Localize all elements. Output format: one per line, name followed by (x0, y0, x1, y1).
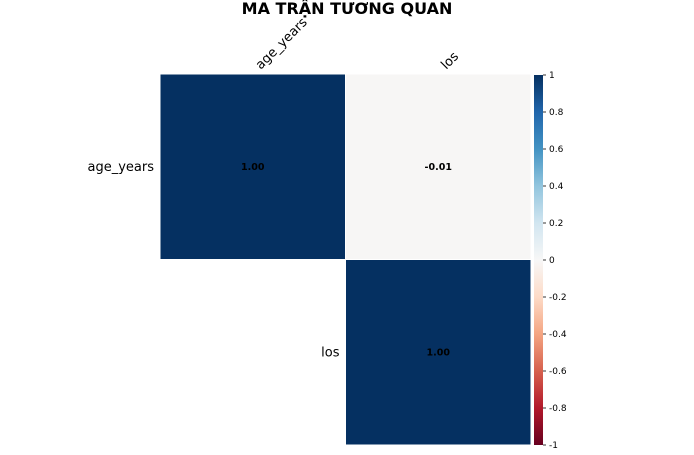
colorbar-tick-label: -0.4 (549, 330, 567, 340)
colorbar-tick-label: -0.2 (549, 293, 567, 303)
heatmap-cell (345, 73, 532, 260)
chart-title: MA TRẬN TƯƠNG QUAN (242, 0, 453, 18)
colorbar-tick-label: -0.8 (549, 404, 567, 414)
colorbar-tick-label: 0.4 (549, 182, 564, 192)
heatmap-cell (159, 73, 346, 260)
cell-value-label: -0.01 (425, 162, 452, 173)
column-label: age_years (253, 15, 311, 73)
cell-value-label: 1.00 (241, 162, 265, 173)
colorbar-gradient (534, 75, 543, 445)
colorbar-tick-label: 0 (549, 256, 555, 266)
heatmap-cells: 1.00 -0.01 1.00 (159, 73, 532, 446)
colorbar-tick-label: 0.2 (549, 219, 563, 229)
cell-value-label: 1.00 (427, 347, 451, 358)
colorbar-tick-label: 1 (549, 71, 555, 81)
column-label: los (438, 49, 462, 73)
row-label: age_years (88, 160, 155, 175)
colorbar-tick-label: -0.6 (549, 367, 567, 377)
heatmap-cell (345, 259, 532, 446)
row-label: los (321, 345, 340, 360)
colorbar-tick-label: 0.8 (549, 108, 564, 118)
colorbar-tick-label: -1 (549, 441, 558, 451)
colorbar-tick-label: 0.6 (549, 145, 564, 155)
colorbar: 1 0.8 0.6 0.4 0.2 0 -0.2 -0.4 -0.6 -0.8 -1 (534, 71, 567, 451)
